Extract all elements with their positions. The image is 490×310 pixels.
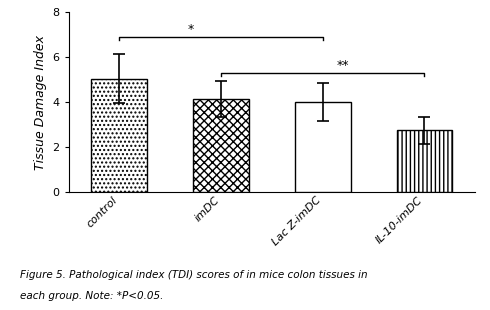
Text: **: ** xyxy=(337,59,349,72)
Text: Figure 5. Pathological index (TDI) scores of in mice colon tissues in: Figure 5. Pathological index (TDI) score… xyxy=(20,270,367,280)
Text: each group. Note: *P<0.05.: each group. Note: *P<0.05. xyxy=(20,291,163,301)
Bar xyxy=(295,102,351,192)
Bar xyxy=(396,131,452,192)
Y-axis label: Tissue Damage Index: Tissue Damage Index xyxy=(34,35,47,170)
Bar xyxy=(193,99,249,192)
Bar xyxy=(92,79,147,192)
Text: *: * xyxy=(188,23,194,36)
